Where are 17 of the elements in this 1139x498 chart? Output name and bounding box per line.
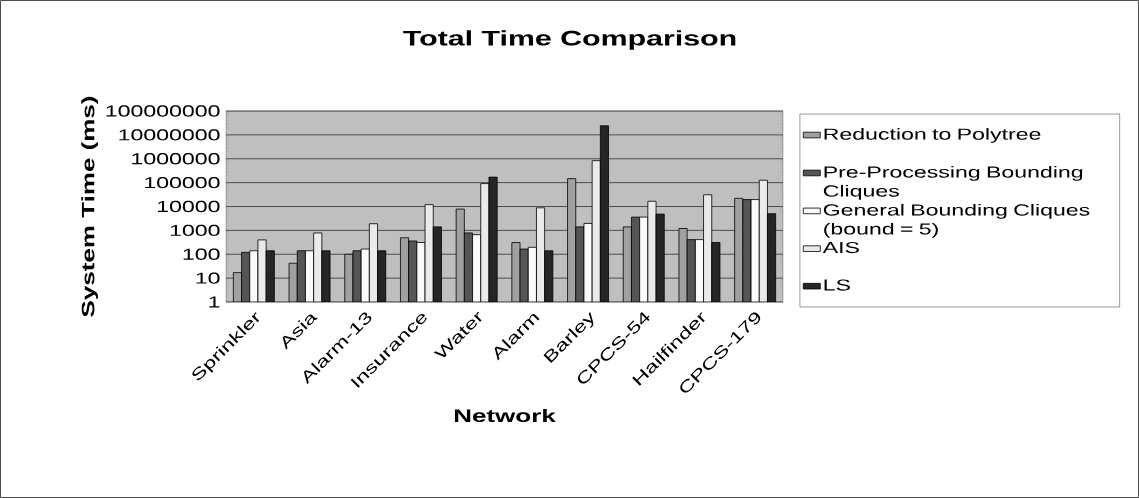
y-tick-label: 1	[209, 296, 220, 308]
x-axis-title: Network	[454, 408, 556, 423]
y-tick-label: 100000	[145, 176, 220, 189]
y-tick-label: 10000	[157, 200, 220, 213]
y-tick-label: 100	[183, 248, 220, 260]
chart-title: Total Time Comparison	[403, 30, 736, 50]
legend-label: AIS	[822, 241, 859, 254]
legend-label: Reduction to Polytree	[824, 128, 1041, 143]
legend-label: Pre-Processing Bounding Cliques	[823, 166, 1083, 200]
y-tick-label: 1000000	[132, 153, 220, 165]
y-tick-label: 10	[196, 272, 220, 284]
legend-label: LS	[824, 279, 850, 291]
y-tick-label: 1000	[170, 224, 220, 237]
y-axis-title: System Time (ms)	[81, 96, 98, 317]
legend-label: General Bounding Cliques (bound = 5)	[823, 203, 1090, 238]
y-tick-label: 100000000	[106, 105, 220, 117]
y-tick-label: 10000000	[119, 129, 220, 141]
